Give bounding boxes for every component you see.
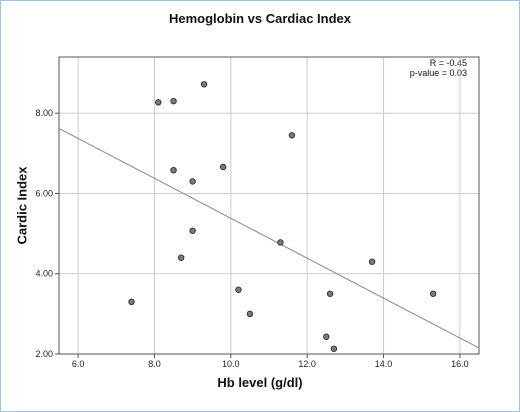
stats-annotation: R = -0.45 p-value = 0.03 (410, 58, 467, 78)
data-point (368, 258, 376, 265)
data-point (177, 254, 185, 261)
plot-area-border (58, 56, 480, 355)
y-tick: 8.00 (35, 108, 59, 118)
y-tick-label: 8.00 (35, 108, 53, 118)
data-point (189, 227, 196, 234)
data-point (170, 97, 177, 105)
grid-lines (59, 57, 479, 355)
x-tick-label: 16.0 (451, 359, 469, 369)
y-tick: 4.00 (35, 269, 59, 279)
x-tick: 12.0 (298, 354, 316, 369)
x-tick-label: 6.0 (72, 359, 85, 369)
x-tick-label: 8.0 (148, 359, 161, 369)
data-point (246, 310, 254, 318)
correlation-text: R = -0.45 (429, 58, 467, 68)
data-point (326, 290, 334, 297)
x-tick: 8.0 (148, 354, 161, 369)
y-axis-ticks: 2.00 4.00 6.00 8.00 (35, 108, 59, 359)
y-axis-label: Cardic Index (14, 166, 30, 245)
y-tick-label: 2.00 (35, 349, 53, 359)
x-tick-label: 10.0 (222, 359, 240, 369)
x-tick: 14.0 (375, 354, 393, 369)
chart-title: Hemoglobin vs Cardiac Index (168, 11, 352, 26)
data-point (200, 81, 208, 88)
x-tick: 10.0 (222, 354, 240, 369)
y-tick-label: 4.00 (35, 269, 53, 279)
regression-line (58, 127, 480, 349)
data-point (155, 99, 162, 106)
data-point (288, 132, 296, 139)
x-axis-ticks: 6.0 8.0 10.0 12.0 14.0 16.0 (72, 354, 469, 369)
p-value-text: p-value = 0.03 (409, 68, 467, 78)
x-tick-label: 12.0 (298, 359, 316, 369)
y-tick: 2.00 (35, 349, 59, 359)
data-point (128, 298, 135, 306)
data-point (189, 178, 196, 185)
x-tick-label: 14.0 (375, 359, 393, 369)
y-tick-label: 6.00 (35, 188, 53, 198)
data-point (330, 345, 338, 352)
data-point (429, 290, 437, 297)
data-point (277, 239, 284, 246)
x-tick: 16.0 (451, 354, 469, 369)
data-point (170, 166, 177, 174)
data-point (219, 163, 227, 171)
data-point (323, 333, 330, 340)
y-tick: 6.00 (35, 188, 59, 198)
x-axis-label: Hb level (g/dl) (217, 375, 303, 390)
data-points (128, 81, 437, 352)
data-point (235, 286, 242, 293)
x-tick: 6.0 (72, 354, 85, 369)
